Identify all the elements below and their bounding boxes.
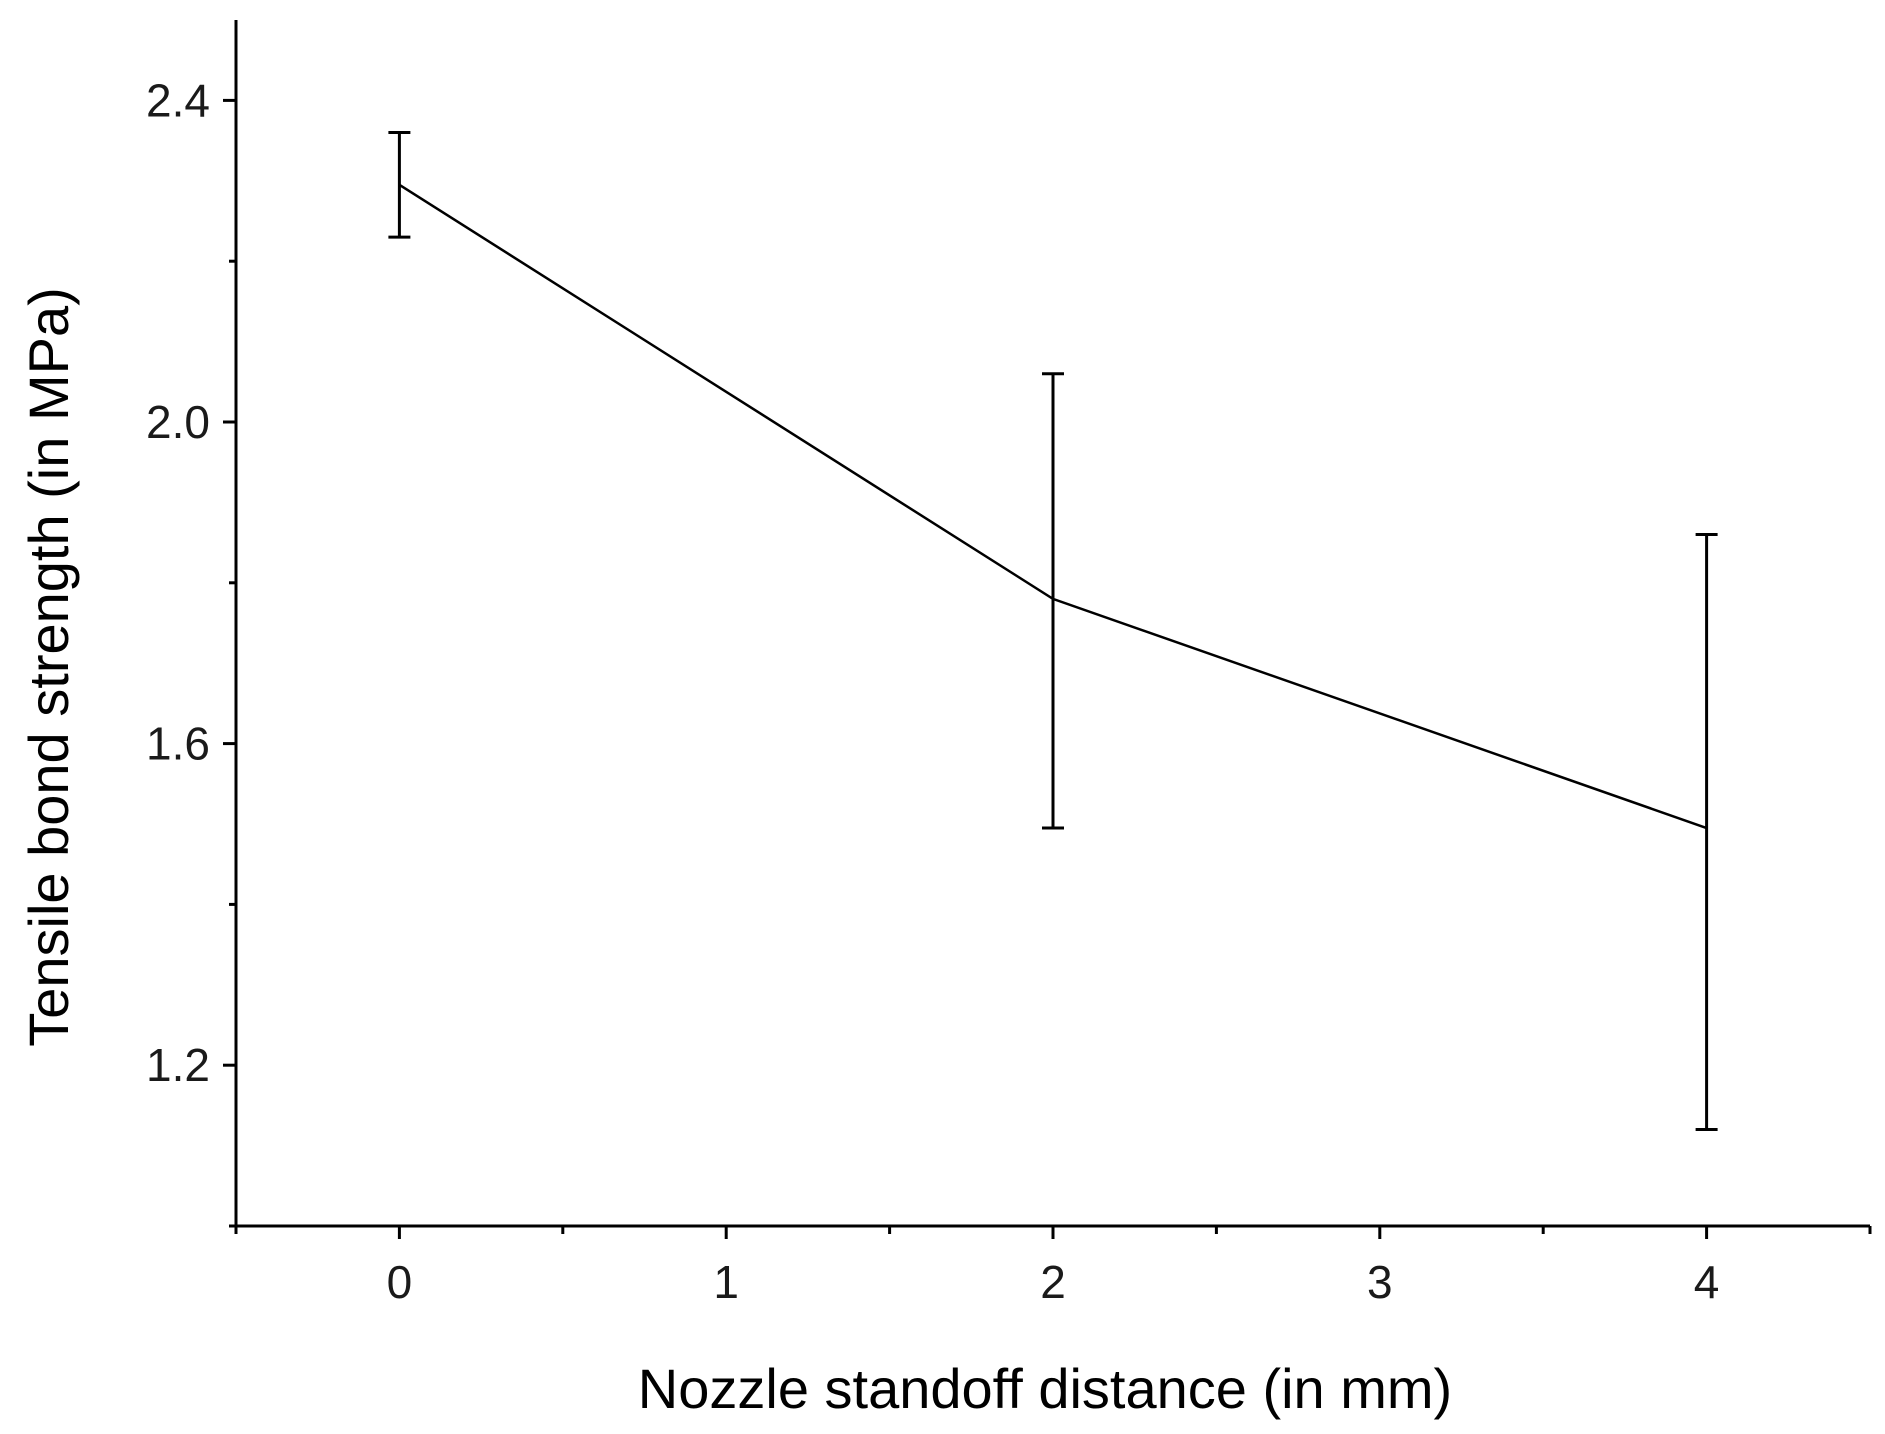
error-bar xyxy=(1042,372,1064,830)
x-tick-label: 0 xyxy=(387,1256,413,1308)
y-ticks: 1.2 1.6 2.0 2.4 xyxy=(146,74,236,1228)
x-tick-label: 4 xyxy=(1694,1256,1720,1308)
y-tick-label: 2.4 xyxy=(146,74,210,126)
y-tick-label: 1.2 xyxy=(146,1039,210,1091)
x-axis-title: Nozzle standoff distance (in mm) xyxy=(638,1357,1452,1420)
x-tick-label: 1 xyxy=(713,1256,739,1308)
x-ticks: 0 1 2 3 4 xyxy=(234,1226,1872,1308)
y-axis-title: Tensile bond strength (in MPa) xyxy=(17,287,80,1047)
error-bar xyxy=(1695,533,1718,1132)
series-layer xyxy=(388,131,1718,1132)
y-tick-label: 2.0 xyxy=(146,396,210,448)
x-tick-label: 3 xyxy=(1367,1256,1393,1308)
error-bar xyxy=(388,131,411,239)
x-tick-label: 2 xyxy=(1040,1256,1066,1308)
y-tick-label: 1.6 xyxy=(146,718,210,770)
